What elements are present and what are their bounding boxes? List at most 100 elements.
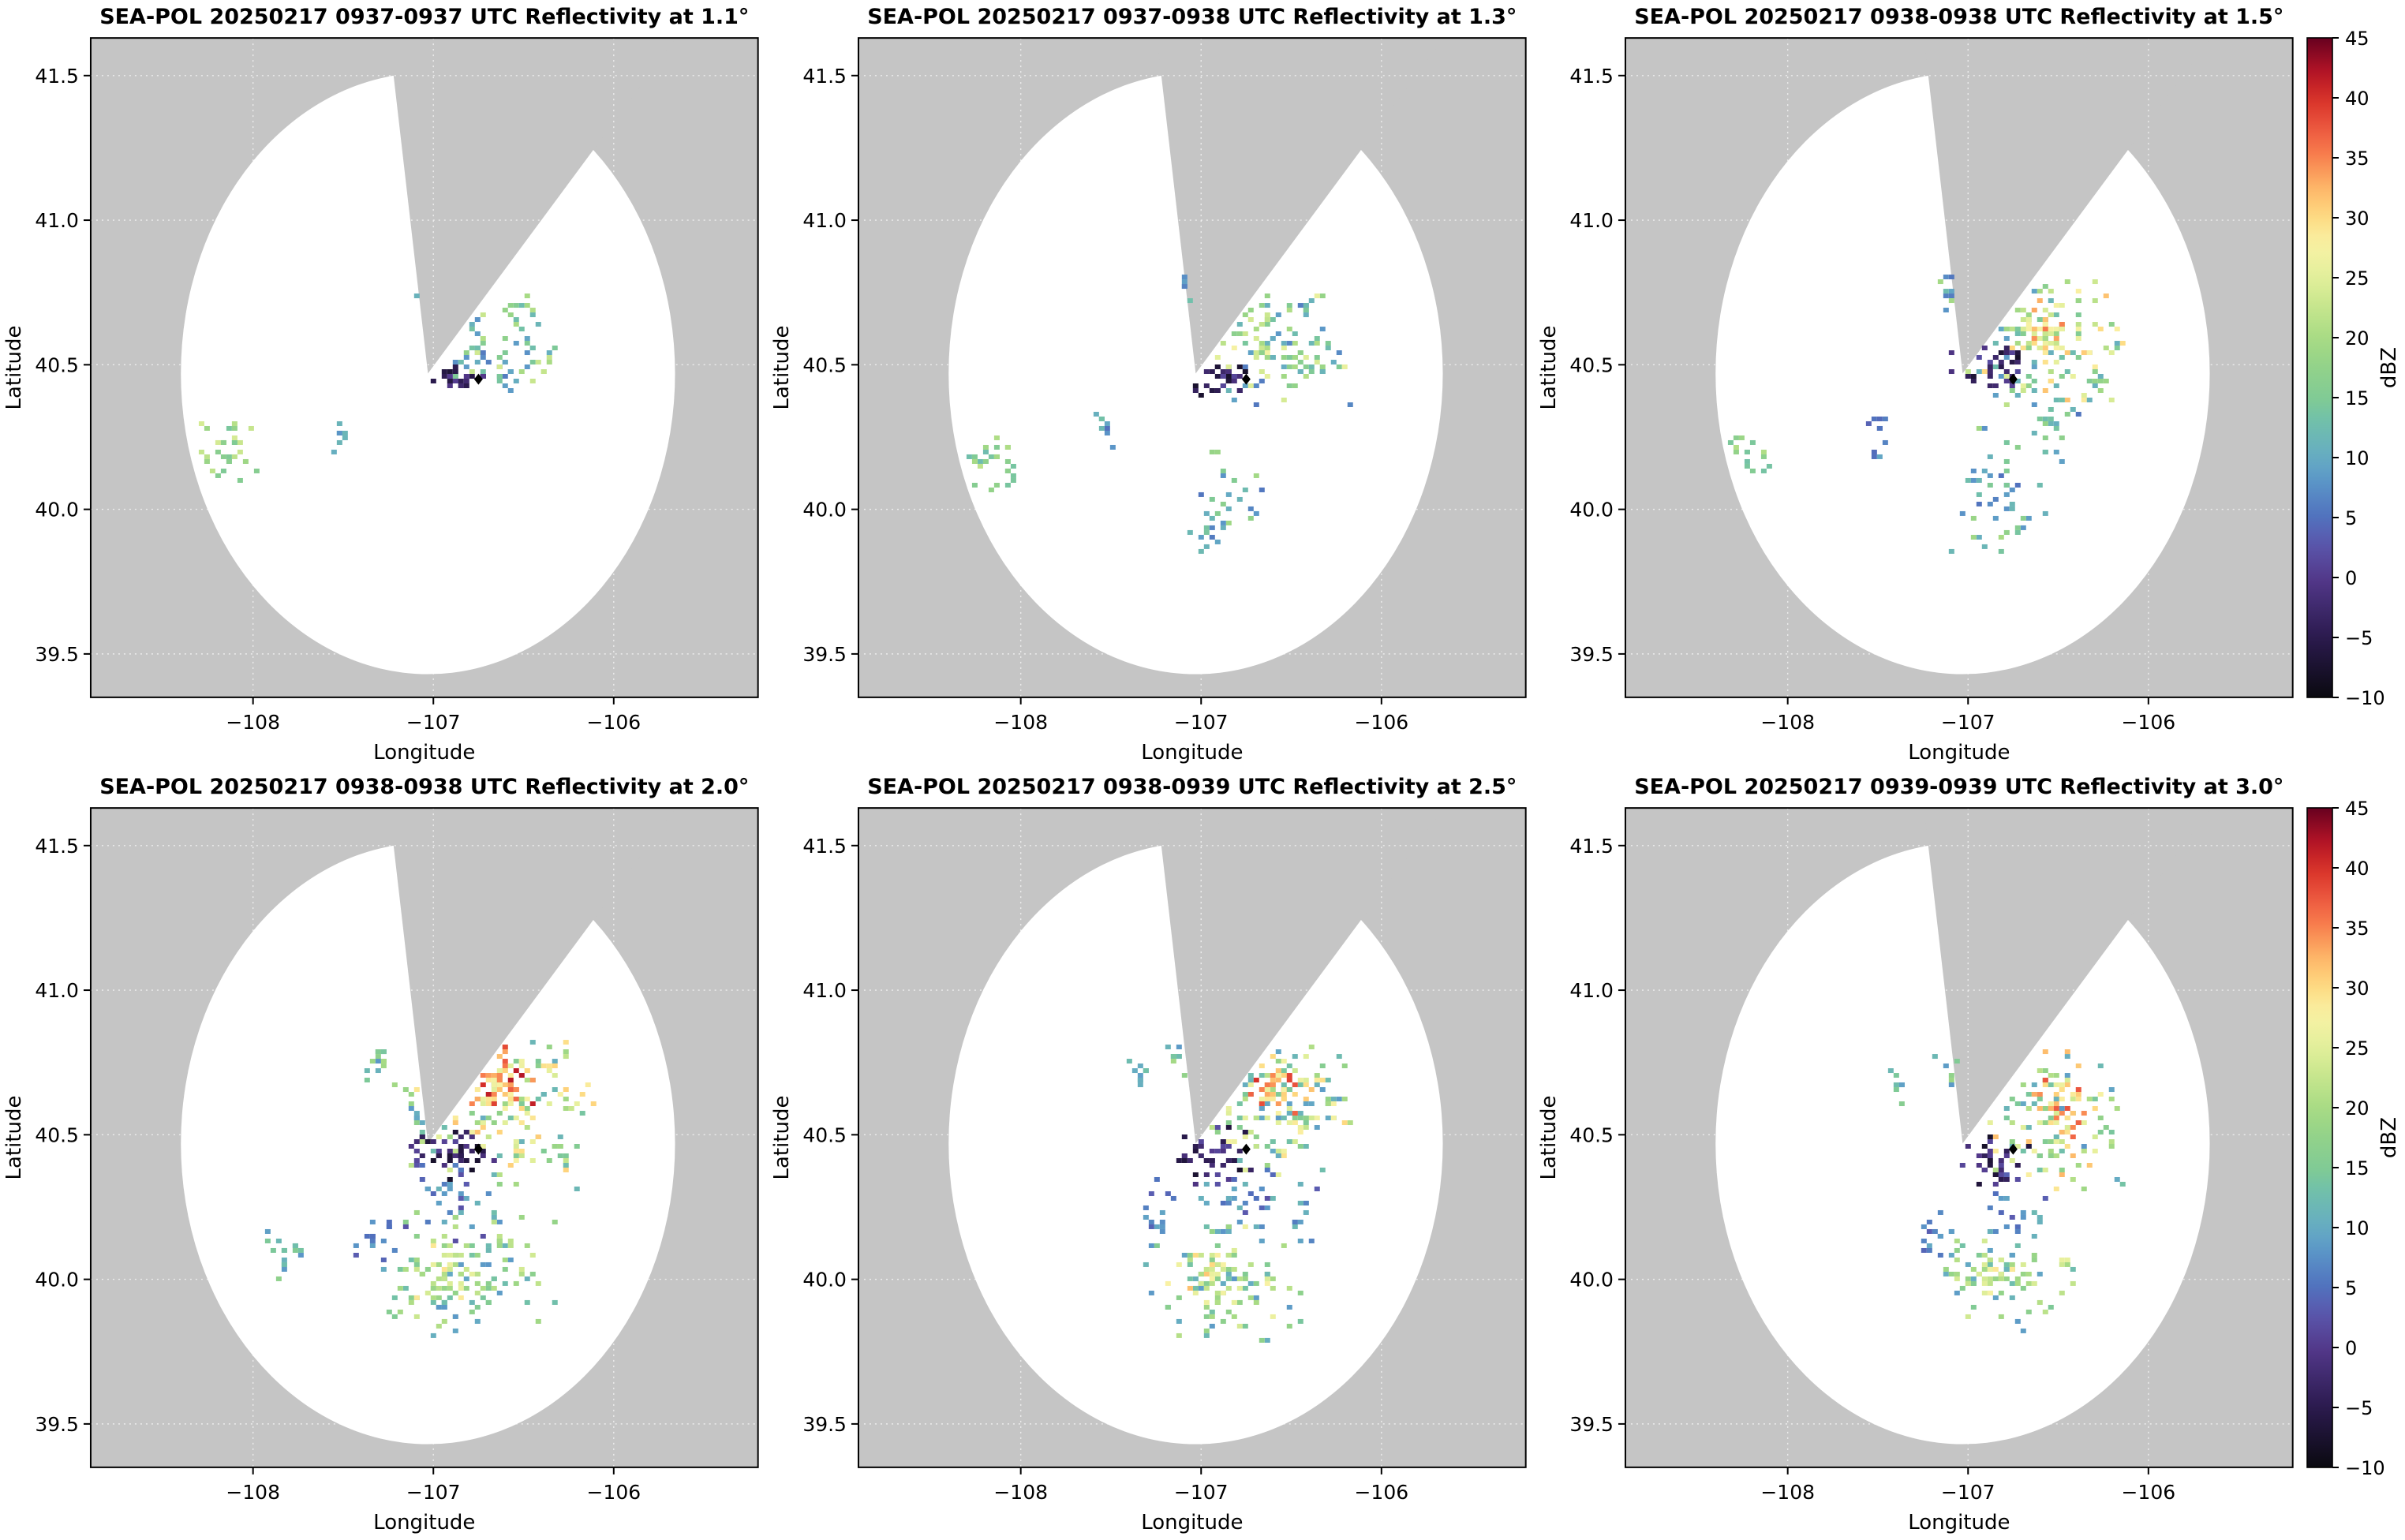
x-tick-label: −107	[1174, 711, 1229, 734]
colorbar-tick-label: −5	[2345, 1397, 2373, 1419]
y-axis-label: Latitude	[1537, 326, 1561, 410]
y-tick-label: 40.5	[35, 353, 79, 376]
y-tick-label: 39.5	[35, 1413, 79, 1436]
y-tick-label: 39.5	[802, 1413, 847, 1436]
reflectivity-cells	[264, 1040, 597, 1338]
blocked-wedge	[1924, 38, 2212, 374]
y-tick-label: 41.5	[35, 65, 79, 88]
y-tick-label: 41.5	[1570, 835, 1614, 858]
colorbar-tick-label: 0	[2345, 567, 2357, 589]
blocked-wedge	[389, 808, 676, 1144]
y-tick-label: 41.5	[802, 65, 847, 88]
y-tick-label: 40.0	[802, 499, 847, 521]
colorbar-tick-label: 20	[2345, 1097, 2369, 1119]
panel-title: SEA-POL 20250217 0938-0938 UTC Reflectiv…	[99, 775, 749, 799]
panel-title: SEA-POL 20250217 0938-0938 UTC Reflectiv…	[1635, 5, 2284, 29]
y-tick-label: 39.5	[1570, 1413, 1614, 1436]
x-tick-label: −107	[1941, 1481, 1995, 1504]
x-tick-label: −108	[993, 1481, 1048, 1504]
colorbar-tick-label: 45	[2345, 28, 2369, 50]
colorbar-tick-label: 40	[2345, 88, 2369, 110]
radar-panel-2: −108 −107 −106 39.5 40.0 40.5 41.0 41.5 Longitud…	[768, 0, 1535, 770]
colorbar-tick-label: −5	[2345, 627, 2373, 649]
x-tick-label: −107	[1941, 711, 1995, 734]
y-tick-label: 41.5	[1570, 65, 1614, 88]
colorbar-1: 45 40 35 30 25 20 15 10 5 0 −5 −10 dBZ	[2306, 28, 2401, 709]
x-tick-label: −108	[993, 711, 1048, 734]
graticule	[90, 808, 758, 1467]
radar-coverage-circle	[1715, 843, 2210, 1445]
y-tick-label: 40.0	[802, 1269, 847, 1291]
x-tick-label: −106	[586, 711, 641, 734]
colorbar-tick-label: 5	[2345, 1277, 2357, 1299]
colorbar-row-1: 45 40 35 30 25 20 15 10 5 0 −5 −10 dBZ	[2302, 0, 2405, 770]
y-tick-label: 41.0	[802, 979, 847, 1002]
y-tick-label: 40.0	[1570, 499, 1614, 521]
colorbar-tick-label: 35	[2345, 148, 2369, 170]
y-axis-label: Latitude	[1537, 1096, 1561, 1180]
reflectivity-cells	[1126, 1045, 1353, 1343]
radar-coverage-circle	[181, 73, 675, 675]
y-tick-label: 41.5	[802, 835, 847, 858]
y-axis-label: Latitude	[770, 326, 794, 410]
graticule	[858, 38, 1526, 697]
y-tick-label: 40.0	[35, 499, 79, 521]
y-tick-label: 41.0	[35, 209, 79, 232]
y-tick-label: 39.5	[802, 643, 847, 666]
colorbar-gradient	[2307, 808, 2332, 1467]
y-tick-label: 41.0	[35, 979, 79, 1002]
colorbar-label: dBZ	[2377, 347, 2401, 388]
y-tick-label: 40.5	[35, 1123, 79, 1146]
axes-frame	[89, 807, 759, 1468]
x-tick-label: −107	[406, 1481, 461, 1504]
axes-frame	[1625, 37, 2295, 698]
y-tick-label: 41.5	[35, 835, 79, 858]
radar-coverage-circle	[1715, 73, 2210, 675]
x-tick-label: −107	[1174, 1481, 1229, 1504]
x-tick-label: −108	[1761, 1481, 1816, 1504]
x-tick-label: −106	[1354, 1481, 1408, 1504]
graticule	[1625, 808, 2294, 1467]
colorbar-tick-label: 15	[2345, 387, 2369, 409]
colorbar-2: 45 40 35 30 25 20 15 10 5 0 −5 −10 dBZ	[2306, 798, 2401, 1479]
x-axis-label: Longitude	[1141, 741, 1243, 764]
radar-plot-6: −108 −107 −106 39.5 40.0 40.5 41.0 41.5 Longitud…	[1537, 775, 2295, 1534]
y-tick-label: 40.0	[1570, 1269, 1614, 1291]
blocked-wedge	[1156, 38, 1444, 374]
colorbar-tick-label: 45	[2345, 798, 2369, 820]
site-marker	[473, 1143, 483, 1155]
colorbar-frame	[2306, 37, 2333, 698]
y-tick-label: 40.5	[802, 1123, 847, 1146]
axes-frame	[857, 807, 1527, 1468]
x-tick-label: −106	[1354, 711, 1408, 734]
colorbar-tick-label: 25	[2345, 1037, 2369, 1060]
x-axis-label: Longitude	[1909, 741, 2010, 764]
colorbar-tick-label: 20	[2345, 327, 2369, 349]
colorbar-frame	[2306, 807, 2333, 1468]
y-axis-label: Latitude	[770, 1096, 794, 1180]
y-tick-label: 39.5	[1570, 643, 1614, 666]
blocked-wedge	[1924, 808, 2212, 1144]
radar-plot-2: −108 −107 −106 39.5 40.0 40.5 41.0 41.5 Longitud…	[770, 5, 1527, 764]
colorbar-tick-label: 15	[2345, 1157, 2369, 1179]
colorbar-tick-label: 35	[2345, 918, 2369, 940]
colorbar-row-2: 45 40 35 30 25 20 15 10 5 0 −5 −10 dBZ	[2302, 770, 2405, 1540]
x-axis-label: Longitude	[373, 1511, 475, 1534]
colorbar-tick-label: 30	[2345, 207, 2369, 230]
colorbar-tick-label: 30	[2345, 977, 2369, 1000]
y-tick-label: 40.5	[1570, 1123, 1614, 1146]
graticule	[90, 38, 758, 697]
x-axis-label: Longitude	[373, 741, 475, 764]
y-tick-label: 40.5	[1570, 353, 1614, 376]
colorbar-tick-label: 5	[2345, 507, 2357, 529]
x-tick-label: −108	[1761, 711, 1816, 734]
radar-plot-1: −108 −107 −106 39.5 40.0 40.5 41.0 41.5 Longitud…	[2, 5, 759, 764]
x-tick-label: −108	[226, 711, 280, 734]
x-tick-label: −108	[226, 1481, 280, 1504]
x-axis-label: Longitude	[1141, 1511, 1243, 1534]
y-axis-label: Latitude	[2, 1096, 26, 1180]
reflectivity-cells	[1728, 275, 2126, 554]
blocked-wedge	[389, 38, 676, 374]
y-tick-label: 41.0	[1570, 209, 1614, 232]
